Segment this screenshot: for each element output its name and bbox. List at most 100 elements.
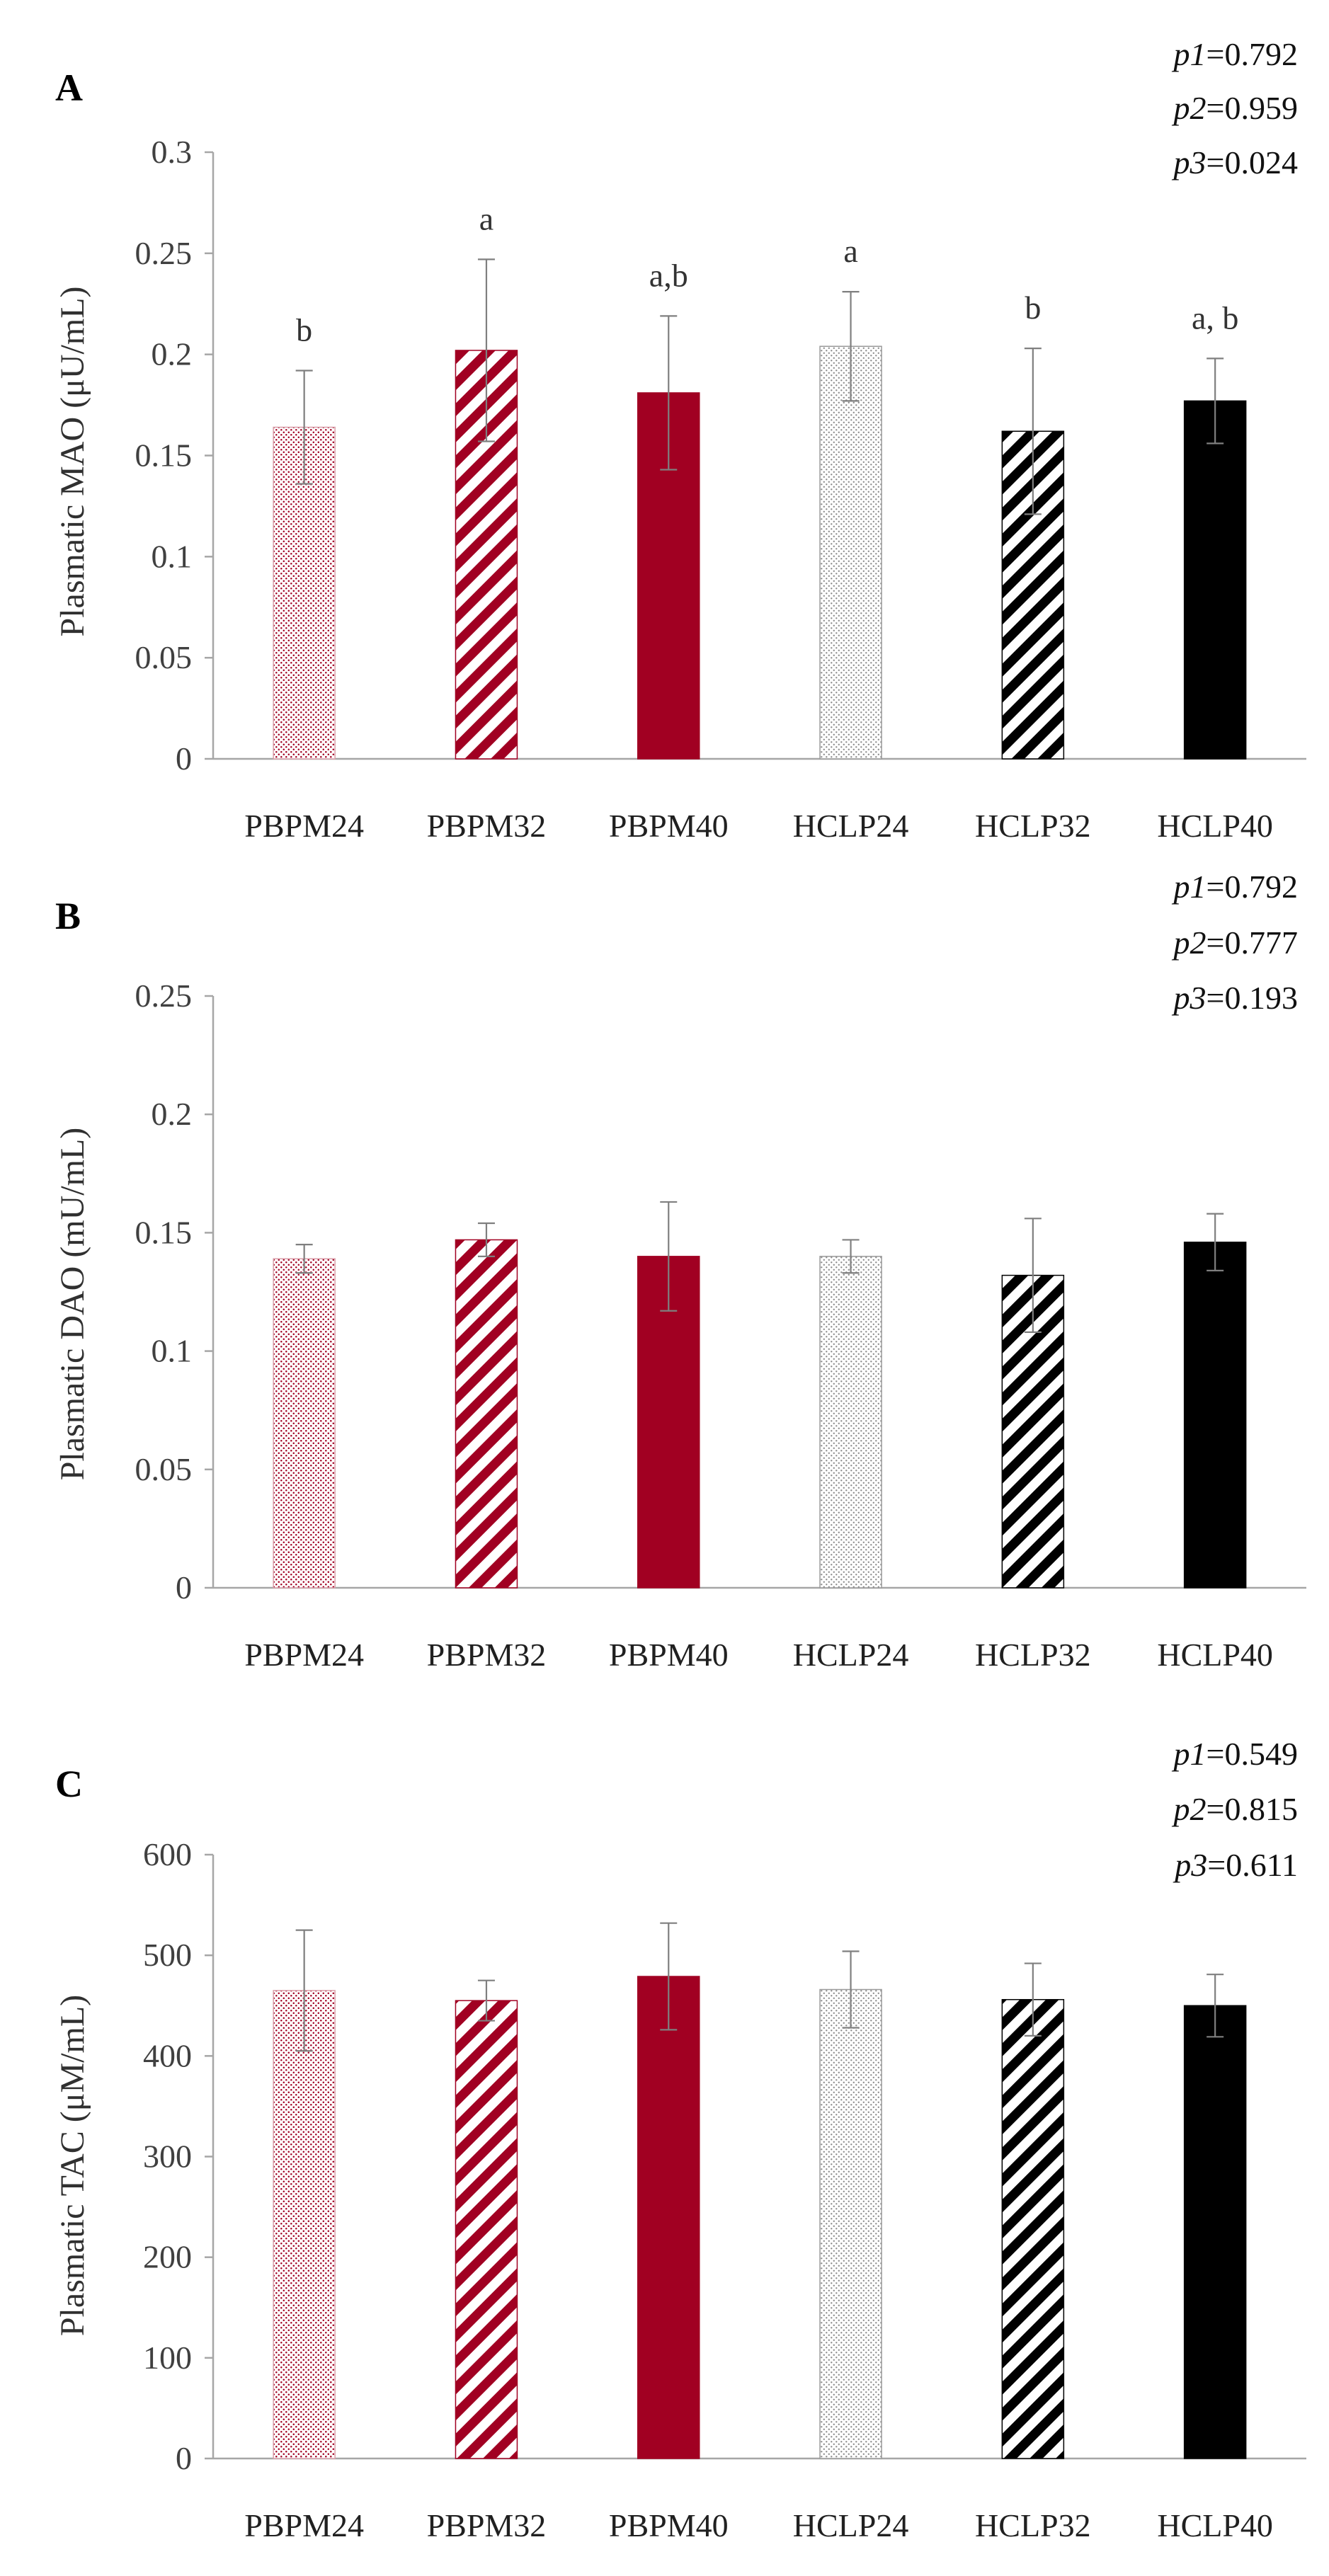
y-tick-label: 0.1 (152, 1333, 193, 1369)
x-tick-label-pbpm40: PBPM40 (609, 2507, 729, 2543)
x-tick-label-hclp24: HCLP24 (793, 2507, 909, 2543)
p-label: p1 (1172, 1736, 1207, 1772)
error-bar-hclp32 (1024, 1218, 1042, 1333)
bar-pbpm24 (273, 1258, 336, 1588)
p-value: =0.815 (1207, 1791, 1298, 1827)
y-tick-label: 0.05 (135, 1451, 193, 1487)
panel-c: C p1=0.549 p2=0.815 p3=0.611 Plasmatic T… (54, 1736, 1306, 2543)
error-bar-pbpm24 (295, 370, 313, 485)
p-values-c-2: p2=0.815 (1172, 1791, 1298, 1827)
bar-pbpm24 (273, 1990, 336, 2459)
panel-letter-c: C (55, 1763, 83, 1805)
p-label: p2 (1172, 1791, 1207, 1827)
y-tick-label: 100 (143, 2340, 192, 2376)
bar-pbpm40 (637, 1976, 700, 2459)
panel-letter-b: B (55, 895, 81, 937)
x-tick-label-hclp24: HCLP24 (793, 1637, 909, 1673)
bar-hclp24 (819, 1256, 882, 1588)
error-bar-hclp40 (1207, 1974, 1224, 2038)
plot-area-a: 0 0.05 0.1 0.15 0.2 0.25 0.3 PBPM24 b PBPM32 a PBPM… (135, 134, 1306, 844)
error-bar-pbpm32 (477, 258, 495, 442)
y-tick-label: 500 (143, 1937, 192, 1973)
error-bar-hclp32 (1024, 1962, 1042, 2037)
p-label: p2 (1172, 90, 1207, 126)
p-values-b-1: p1=0.792 (1172, 869, 1298, 905)
y-tick-label: 200 (143, 2239, 192, 2275)
x-tick-label-pbpm24: PBPM24 (244, 2507, 364, 2543)
significance-letter-hclp40: a, b (1192, 299, 1238, 336)
p-value: =0.792 (1207, 36, 1298, 72)
panel-a: A p1=0.792 p2=0.959 p3=0.024 Plasmatic M… (54, 36, 1306, 844)
p-values-a-1: p1=0.792 (1172, 36, 1298, 72)
p-values-a-2: p2=0.959 (1172, 90, 1298, 126)
x-tick-label-pbpm40: PBPM40 (609, 808, 729, 844)
x-tick-label-pbpm40: PBPM40 (609, 1637, 729, 1673)
error-bar-hclp40 (1207, 357, 1224, 445)
y-tick-label: 0.05 (135, 639, 193, 675)
y-tick-label: 300 (143, 2139, 192, 2175)
x-tick-label-hclp24: HCLP24 (793, 808, 909, 844)
error-bar-pbpm24 (295, 1929, 313, 2052)
significance-letter-pbpm32: a (479, 200, 494, 236)
error-bar-pbpm32 (477, 1222, 495, 1257)
x-tick-label-hclp32: HCLP32 (975, 808, 1091, 844)
error-bar-hclp40 (1207, 1213, 1224, 1272)
plot-area-b: 0 0.05 0.1 0.15 0.2 0.25 PBPM24 PBPM32 PBPM40 HCL… (135, 978, 1306, 1673)
error-bar-pbpm32 (477, 1979, 495, 2022)
y-tick-label: 0 (176, 1569, 192, 1605)
x-tick-label-hclp40: HCLP40 (1157, 1637, 1273, 1673)
p-values-b-3: p3=0.193 (1172, 980, 1298, 1016)
error-bar-pbpm40 (660, 315, 678, 471)
bar-pbpm32 (455, 1239, 518, 1588)
y-tick-label: 0.3 (152, 134, 193, 170)
bar-pbpm40 (637, 1256, 700, 1588)
p-value: =0.024 (1207, 144, 1298, 181)
y-tick-label: 600 (143, 1836, 192, 1872)
p-value: =0.792 (1207, 869, 1298, 905)
x-tick-label-hclp32: HCLP32 (975, 1637, 1091, 1673)
y-axis-label-b: Plasmatic DAO (mU/mL) (54, 1128, 91, 1481)
x-tick-label-pbpm24: PBPM24 (244, 808, 364, 844)
p-value: =0.549 (1207, 1736, 1298, 1772)
bar-hclp40 (1183, 1242, 1247, 1588)
p-values-a-3: p3=0.024 (1172, 144, 1298, 181)
panel-b: B p1=0.792 p2=0.777 p3=0.193 Plasmatic D… (54, 869, 1306, 1673)
bar-hclp40 (1183, 400, 1247, 760)
p-value: =0.959 (1207, 90, 1298, 126)
panel-letter-a: A (55, 67, 83, 109)
p-values-c-3: p3=0.611 (1173, 1847, 1298, 1883)
error-bar-pbpm40 (660, 1922, 678, 2031)
x-tick-label-pbpm32: PBPM32 (427, 1637, 547, 1673)
error-bar-pbpm40 (660, 1201, 678, 1312)
y-tick-label: 400 (143, 2037, 192, 2073)
y-tick-label: 0.2 (152, 336, 193, 372)
error-bar-hclp24 (842, 291, 860, 402)
y-tick-label: 0.25 (135, 235, 193, 271)
x-tick-label-hclp40: HCLP40 (1157, 808, 1273, 844)
p-value: =0.611 (1207, 1847, 1298, 1883)
x-tick-label-pbpm32: PBPM32 (427, 2507, 547, 2543)
x-tick-label-hclp40: HCLP40 (1157, 2507, 1273, 2543)
x-tick-label-pbpm32: PBPM32 (427, 808, 547, 844)
p-value: =0.193 (1207, 980, 1298, 1016)
y-tick-label: 0.25 (135, 978, 193, 1014)
error-bar-hclp32 (1024, 347, 1042, 515)
p-label: p3 (1172, 144, 1207, 181)
bar-hclp24 (819, 1988, 882, 2459)
y-tick-label: 0.15 (135, 1214, 193, 1250)
p-value: =0.777 (1207, 925, 1298, 961)
p-label: p1 (1172, 36, 1207, 72)
x-tick-label-pbpm24: PBPM24 (244, 1637, 364, 1673)
p-label: p1 (1172, 869, 1207, 905)
y-axis-label-a: Plasmatic MAO (μU/mL) (54, 287, 91, 637)
y-tick-label: 0 (176, 740, 192, 777)
p-values-b-2: p2=0.777 (1172, 925, 1298, 961)
p-values-c-1: p1=0.549 (1172, 1736, 1298, 1772)
significance-letter-hclp24: a (843, 233, 857, 269)
p-label: p3 (1173, 1847, 1207, 1883)
y-axis-label-c: Plasmatic TAC (μM/mL) (54, 1995, 91, 2336)
y-tick-label: 0 (176, 2440, 192, 2476)
bar-hclp24 (819, 345, 882, 760)
p-label: p2 (1172, 925, 1207, 961)
